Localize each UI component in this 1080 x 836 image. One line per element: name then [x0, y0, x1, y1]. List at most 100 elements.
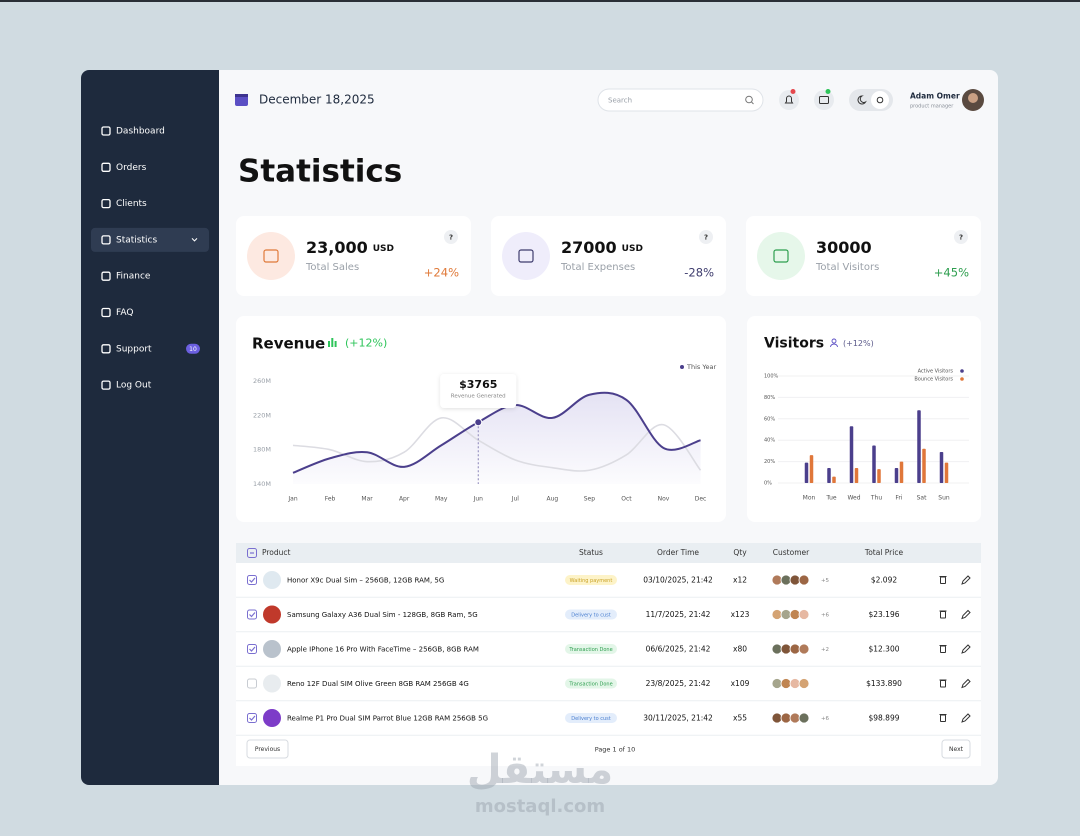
watermark-arabic: مستقل [467, 747, 613, 793]
mail-dot [825, 89, 831, 94]
product-name: Reno 12F Dual SIM Olive Green 8GB RAM 25… [287, 680, 469, 688]
edit-icon[interactable] [961, 575, 971, 585]
status-text: Transaction Done [568, 647, 612, 653]
help-text: ? [449, 234, 453, 242]
nav-item[interactable]: Log Out [116, 381, 152, 391]
bar [832, 476, 836, 483]
stat-label: Total Sales [305, 262, 359, 273]
customers-more: +6 [821, 613, 830, 619]
x-tick-label: Tue [825, 495, 837, 502]
search-box[interactable] [597, 88, 764, 112]
watermark-latin: mostaql.com [475, 796, 605, 817]
avatar-face [968, 93, 978, 103]
revenue-line [292, 417, 702, 472]
help-badge[interactable] [444, 230, 458, 244]
edit-icon[interactable] [961, 713, 971, 723]
stat-card [236, 216, 471, 296]
nav-icon [101, 307, 111, 318]
prev-text: Previous [255, 746, 280, 753]
row-checkbox[interactable] [247, 575, 257, 585]
edit-icon[interactable] [961, 678, 971, 689]
customers-more: +2 [821, 647, 829, 653]
bar [804, 462, 809, 483]
customer-avatar [780, 643, 792, 655]
nav-icon [101, 198, 111, 209]
edit-icon[interactable] [961, 609, 971, 620]
nav-item[interactable]: Statistics [116, 235, 157, 245]
nav-item[interactable]: Finance [116, 272, 151, 282]
legend-label: Bounce Visitors [914, 377, 953, 383]
status-pill [565, 678, 617, 689]
status-pill [565, 644, 617, 654]
customers-more: +5 [821, 578, 830, 584]
row-checkbox[interactable] [247, 609, 257, 620]
y-tick-label: 0% [764, 481, 772, 487]
product-name: Realme P1 Pro Dual SIM Parrot Blue 12GB … [287, 715, 488, 723]
page-title: Statistics [238, 154, 402, 190]
nav-item[interactable]: Clients [116, 199, 147, 209]
bell-button[interactable] [779, 90, 799, 110]
customer-avatar [789, 609, 801, 620]
nav-chevron [191, 238, 198, 242]
column-header: Status [579, 548, 603, 557]
next-text: Next [949, 746, 964, 753]
revenue-area [293, 392, 701, 484]
x-tick-label: Feb [325, 496, 336, 503]
x-tick-label: Oct [621, 496, 632, 503]
column-header: Product [262, 548, 291, 557]
x-tick-label: Sun [938, 495, 950, 502]
order-time: 11/7/2025, 21:42 [646, 610, 711, 619]
help-badge[interactable] [954, 230, 968, 244]
panel-title: Revenue [252, 335, 325, 353]
customer-avatar [798, 609, 810, 620]
panel-title: Visitors [764, 336, 824, 352]
customer-avatar [771, 643, 783, 655]
qty: x80 [733, 645, 747, 654]
x-tick-label: Fri [895, 495, 902, 502]
search-icon [745, 95, 753, 104]
stat-icon-bg [502, 232, 550, 280]
nav-icon [101, 235, 111, 245]
row-check [249, 646, 256, 652]
y-tick-label: 180M [253, 446, 271, 454]
header-checkbox[interactable] [247, 548, 257, 558]
order-time: 23/8/2025, 21:42 [646, 679, 711, 688]
stat-card [746, 216, 981, 296]
stat-change: -28% [684, 266, 714, 280]
nav-item[interactable]: Support [116, 344, 152, 354]
row-checkbox[interactable] [247, 713, 257, 723]
x-tick-label: Sep [584, 496, 596, 503]
stat-value-line: 27000 USD [561, 238, 643, 257]
x-tick-label: Dec [695, 496, 707, 503]
legend-swatch [680, 365, 684, 369]
customers-more: +6 [821, 716, 830, 722]
bar [872, 445, 876, 483]
next-button[interactable] [941, 739, 971, 759]
nav-item[interactable]: Orders [116, 163, 147, 173]
prev-button[interactable] [246, 739, 289, 759]
row-check [249, 612, 256, 618]
bar [854, 468, 859, 483]
stat-value: 27000 [561, 238, 617, 257]
edit-icon[interactable] [961, 644, 971, 654]
bar [809, 455, 814, 483]
help-text: ? [704, 234, 708, 242]
x-tick-label: Mon [803, 495, 816, 502]
customer-avatar [771, 678, 783, 689]
date: December 18,2025 [259, 93, 375, 107]
stat-icon [518, 249, 534, 263]
x-tick-label: Jul [511, 496, 520, 503]
row-checkbox[interactable] [247, 644, 257, 654]
row-checkbox[interactable] [247, 678, 257, 689]
stat-label: Total Expenses [560, 262, 635, 273]
nav-item[interactable]: Dashboard [116, 127, 165, 137]
stat-label: Total Visitors [815, 262, 879, 273]
top-edge [0, 0, 1080, 2]
mail-button[interactable] [814, 90, 834, 110]
revenue-title-icon [331, 338, 334, 347]
legend-label: Active Visitors [918, 369, 954, 375]
nav-active-bg [91, 227, 209, 252]
help-badge[interactable] [699, 230, 713, 244]
x-tick-label: Apr [399, 496, 410, 503]
nav-item[interactable]: FAQ [116, 308, 133, 318]
